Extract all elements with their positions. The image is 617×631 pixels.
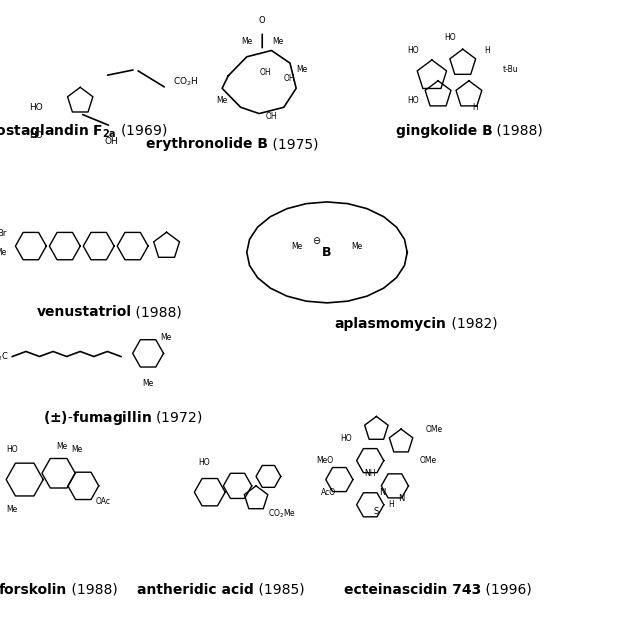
Text: (1975): (1975): [268, 138, 319, 151]
Text: AcO: AcO: [321, 488, 336, 497]
Text: venustatriol: venustatriol: [36, 305, 131, 319]
Text: OH: OH: [284, 74, 296, 83]
Text: (1988): (1988): [67, 583, 117, 597]
Text: Me: Me: [291, 242, 302, 251]
Text: (1988): (1988): [492, 124, 543, 138]
Text: HO: HO: [445, 33, 456, 42]
Text: HO: HO: [340, 434, 352, 443]
Text: Br: Br: [0, 229, 6, 238]
Text: H: H: [484, 46, 491, 55]
Text: N: N: [398, 494, 404, 503]
Text: OH: OH: [259, 68, 271, 77]
Text: MeO: MeO: [316, 456, 333, 465]
Text: HO: HO: [7, 445, 18, 454]
Text: ecteinascidin 743: ecteinascidin 743: [344, 583, 481, 597]
Text: Me: Me: [56, 442, 67, 451]
Text: HO: HO: [408, 46, 419, 55]
Text: Me: Me: [7, 505, 18, 514]
Text: aplasmomycin: aplasmomycin: [335, 317, 447, 331]
Text: B: B: [322, 246, 332, 259]
Text: O: O: [259, 16, 265, 25]
Text: Me: Me: [72, 445, 83, 454]
Text: HO: HO: [30, 103, 43, 112]
Text: antheridic acid: antheridic acid: [138, 583, 254, 597]
Text: Me: Me: [160, 333, 172, 342]
Text: HO: HO: [408, 97, 419, 105]
Text: erythronolide B: erythronolide B: [146, 138, 268, 151]
Text: t-Bu: t-Bu: [503, 65, 518, 74]
Text: OH: OH: [105, 138, 118, 146]
Text: HO$_2$C: HO$_2$C: [0, 350, 9, 363]
Text: CO$_2$H: CO$_2$H: [173, 76, 198, 88]
Text: Me: Me: [0, 248, 6, 257]
Text: H: H: [472, 103, 478, 112]
Text: (1996): (1996): [481, 583, 532, 597]
Text: $\ominus$: $\ominus$: [312, 235, 321, 246]
Text: (1988): (1988): [131, 305, 182, 319]
Text: CO$_2$Me: CO$_2$Me: [268, 508, 296, 521]
Text: $\mathbf{(\pm)\text{-}fumagillin}$ (1972): $\mathbf{(\pm)\text{-}fumagillin}$ (1972…: [43, 409, 202, 427]
Text: gingkolide B: gingkolide B: [395, 124, 492, 138]
Text: forskolin: forskolin: [0, 583, 67, 597]
Text: OH: OH: [265, 112, 277, 121]
Text: S: S: [374, 507, 379, 516]
Text: OMe: OMe: [420, 456, 437, 465]
Text: Me: Me: [143, 379, 154, 387]
Text: Me: Me: [241, 37, 252, 45]
Text: (1982): (1982): [447, 317, 497, 331]
Text: Me: Me: [272, 37, 283, 45]
Text: $\mathbf{prostaglandin\ F_{2a}}$ (1969): $\mathbf{prostaglandin\ F_{2a}}$ (1969): [0, 122, 167, 139]
Text: H: H: [389, 500, 394, 509]
Text: Me: Me: [217, 97, 228, 105]
Text: Me: Me: [352, 242, 363, 251]
Text: Me: Me: [297, 65, 308, 74]
Text: NH: NH: [364, 469, 376, 478]
Text: OAc: OAc: [96, 497, 110, 506]
Text: HO: HO: [198, 458, 209, 467]
Text: OMe: OMe: [426, 425, 443, 433]
Text: N: N: [379, 488, 386, 497]
Text: (1985): (1985): [254, 583, 305, 597]
Text: HO: HO: [30, 131, 43, 140]
